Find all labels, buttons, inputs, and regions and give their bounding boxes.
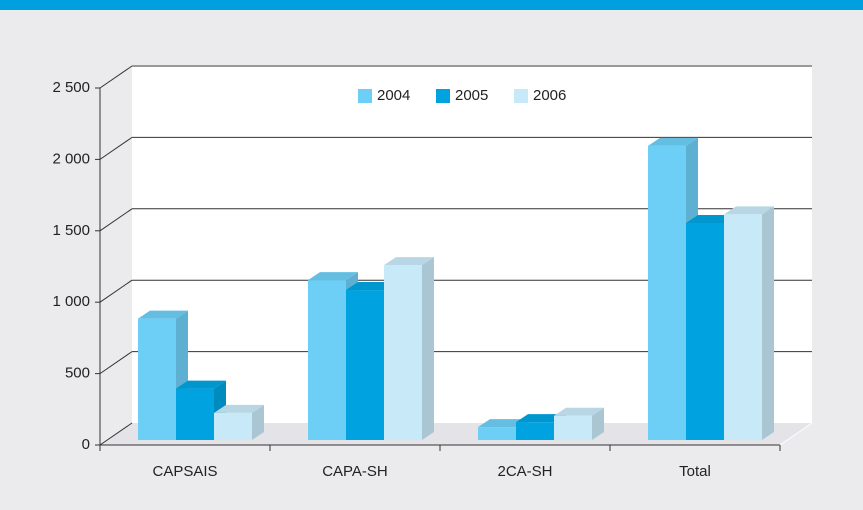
- bar-front: [686, 222, 724, 440]
- bar-front: [478, 427, 516, 440]
- bar-side: [252, 404, 264, 440]
- floor-edge: [779, 422, 813, 446]
- x-tick-label: Total: [679, 463, 711, 480]
- bar-top: [308, 272, 358, 281]
- bar-front: [176, 388, 214, 440]
- bar-top: [138, 310, 188, 319]
- bar: [384, 257, 434, 440]
- x-tick-label: CAPSAIS: [152, 463, 217, 480]
- legend-label: 2004: [377, 87, 410, 104]
- bar-top: [346, 282, 396, 291]
- bar-front: [138, 318, 176, 440]
- x-tick-label: 2CA-SH: [497, 463, 552, 480]
- grid-diagonal: [99, 279, 133, 303]
- legend-swatch: [358, 89, 372, 103]
- bar-side: [592, 407, 604, 440]
- back-wall: [132, 65, 812, 423]
- bar-front: [214, 412, 252, 440]
- bar-top: [214, 404, 264, 413]
- x-tick-label: CAPA-SH: [322, 463, 388, 480]
- bar-front: [648, 145, 686, 440]
- grid-diagonal: [99, 351, 133, 375]
- bar-top: [648, 137, 698, 146]
- bar-top: [516, 414, 566, 423]
- bar-front: [516, 422, 554, 440]
- bar: [724, 206, 774, 440]
- bar-front: [384, 265, 422, 440]
- y-tick-label: 0: [82, 436, 90, 453]
- bar: [554, 407, 604, 440]
- bar-side: [762, 206, 774, 440]
- y-tick-label: 1 500: [52, 222, 90, 239]
- grid-diagonal: [99, 65, 133, 89]
- grid-diagonal: [99, 422, 133, 446]
- bar-front: [308, 280, 346, 440]
- bar: [214, 404, 264, 440]
- bar-top: [724, 206, 774, 215]
- y-tick-label: 2 500: [52, 79, 90, 96]
- bar-front: [346, 290, 384, 440]
- legend-swatch: [436, 89, 450, 103]
- bar-top: [554, 407, 604, 416]
- grid-diagonal: [99, 208, 133, 232]
- y-tick-label: 500: [65, 365, 90, 382]
- bar-top: [478, 419, 528, 428]
- bar-top: [176, 380, 226, 389]
- bar-front: [554, 415, 592, 440]
- bar-front: [724, 214, 762, 440]
- top-stripe: [0, 0, 863, 10]
- floor: [100, 423, 812, 445]
- y-tick-label: 2 000: [52, 150, 90, 167]
- bar-top: [384, 257, 434, 266]
- legend-label: 2006: [533, 87, 566, 104]
- bar-side: [422, 257, 434, 440]
- legend-swatch: [514, 89, 528, 103]
- legend-label: 2005: [455, 87, 488, 104]
- y-tick-label: 1 000: [52, 293, 90, 310]
- bar-top: [686, 214, 736, 223]
- grid-diagonal: [99, 136, 133, 160]
